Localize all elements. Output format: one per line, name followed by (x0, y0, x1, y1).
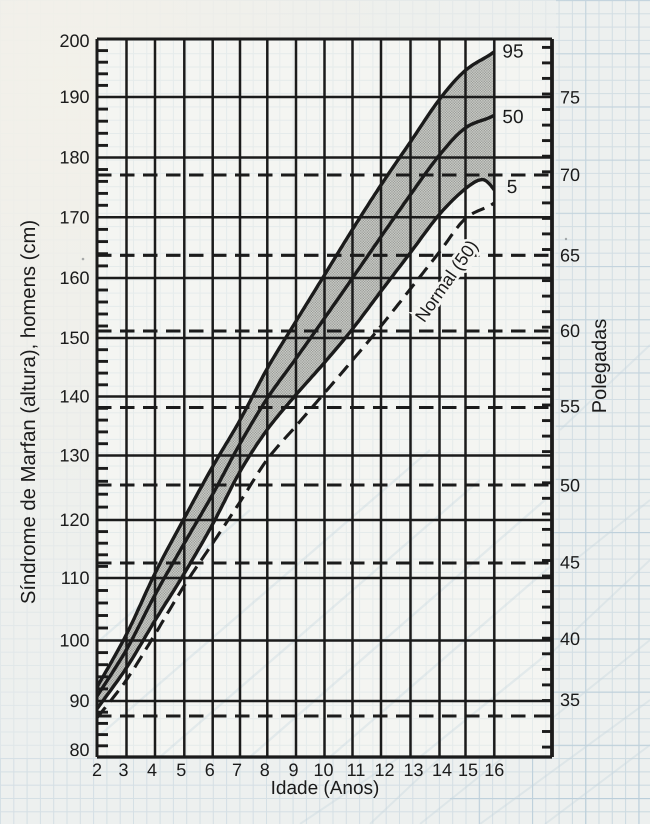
svg-text:190: 190 (59, 87, 89, 107)
svg-text:170: 170 (59, 207, 89, 227)
svg-text:14: 14 (432, 760, 452, 780)
svg-text:150: 150 (59, 328, 89, 348)
svg-text:35: 35 (560, 690, 580, 710)
svg-text:4: 4 (147, 760, 157, 780)
svg-text:9: 9 (288, 760, 298, 780)
svg-text:110: 110 (61, 568, 90, 588)
svg-text:7: 7 (232, 760, 242, 780)
svg-text:55: 55 (560, 397, 580, 417)
svg-text:5: 5 (507, 177, 518, 198)
svg-text:50: 50 (502, 107, 523, 128)
svg-text:80: 80 (69, 740, 89, 760)
svg-text:160: 160 (59, 268, 89, 288)
svg-text:6: 6 (205, 760, 215, 780)
svg-text:3: 3 (118, 760, 128, 780)
svg-text:180: 180 (59, 148, 89, 168)
svg-text:120: 120 (59, 510, 89, 530)
svg-text:Polegadas: Polegadas (589, 319, 611, 414)
svg-text:40: 40 (560, 629, 580, 649)
svg-text:Idade (Anos): Idade (Anos) (271, 778, 380, 799)
svg-text:65: 65 (560, 245, 580, 265)
svg-text:16: 16 (484, 760, 504, 780)
svg-text:11: 11 (347, 760, 366, 780)
svg-text:50: 50 (560, 475, 580, 495)
svg-text:95: 95 (502, 42, 523, 63)
svg-text:Síndrome de Marfan (altura), h: Síndrome de Marfan (altura), homens (cm) (18, 220, 40, 604)
svg-text:2: 2 (92, 760, 102, 780)
svg-text:45: 45 (560, 553, 580, 573)
svg-text:90: 90 (69, 691, 89, 711)
svg-text:140: 140 (59, 387, 89, 407)
svg-text:200: 200 (59, 31, 89, 51)
svg-text:8: 8 (260, 760, 270, 780)
svg-text:12: 12 (374, 760, 394, 780)
svg-text:75: 75 (560, 88, 580, 108)
svg-text:13: 13 (403, 760, 423, 780)
svg-text:70: 70 (560, 165, 580, 185)
svg-text:130: 130 (59, 446, 89, 466)
svg-text:15: 15 (458, 760, 478, 780)
svg-text:100: 100 (59, 631, 89, 651)
svg-text:10: 10 (313, 760, 333, 780)
svg-text:60: 60 (560, 321, 580, 341)
svg-text:5: 5 (176, 760, 186, 780)
